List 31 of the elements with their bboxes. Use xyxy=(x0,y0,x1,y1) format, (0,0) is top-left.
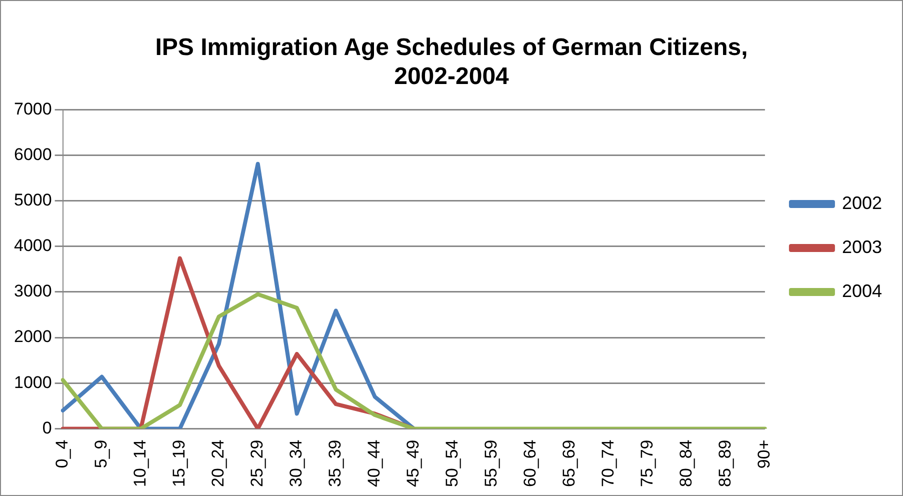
x-tick-label: 30_34 xyxy=(286,440,306,488)
x-tick-label: 50_54 xyxy=(442,440,462,488)
x-tick-label: 35_39 xyxy=(326,440,345,488)
x-tick-label: 65_69 xyxy=(560,440,579,488)
legend-label: 2004 xyxy=(842,280,882,301)
x-tick-label: 20_24 xyxy=(208,440,228,488)
y-tick-label: 2000 xyxy=(14,327,52,346)
x-tick-label: 15_19 xyxy=(170,440,189,488)
y-tick-label: 0 xyxy=(42,418,52,438)
x-tick-label: 0_4 xyxy=(52,440,72,468)
chart-title: IPS Immigration Age Schedules of German Citizens, 2002-2004 xyxy=(155,34,748,90)
x-tick-label: 60_64 xyxy=(520,440,540,488)
x-tick-label: 40_44 xyxy=(364,440,384,488)
x-tick-label: 75_79 xyxy=(638,440,657,488)
y-tick-label: 3000 xyxy=(14,282,52,301)
y-tick-label: 1000 xyxy=(14,372,52,392)
x-tick-label: 85_89 xyxy=(716,440,735,488)
y-tick-label: 7000 xyxy=(14,99,52,118)
x-tick-label: 25_29 xyxy=(248,440,267,488)
x-tick-label: 10_14 xyxy=(130,440,150,488)
x-tick-label: 5_9 xyxy=(92,440,111,468)
x-tick-label: 55_59 xyxy=(482,440,501,488)
y-tick-label: 5000 xyxy=(14,190,52,210)
x-tick-label: 80_84 xyxy=(676,440,696,488)
legend-label: 2003 xyxy=(842,236,882,257)
x-tick-label: 45_49 xyxy=(404,440,423,488)
y-tick-label: 4000 xyxy=(14,236,52,256)
legend-label: 2002 xyxy=(842,192,882,213)
x-tick-label: 70_74 xyxy=(598,440,618,488)
y-tick-label: 6000 xyxy=(14,144,52,164)
x-tick-label: 90+ xyxy=(754,440,774,469)
